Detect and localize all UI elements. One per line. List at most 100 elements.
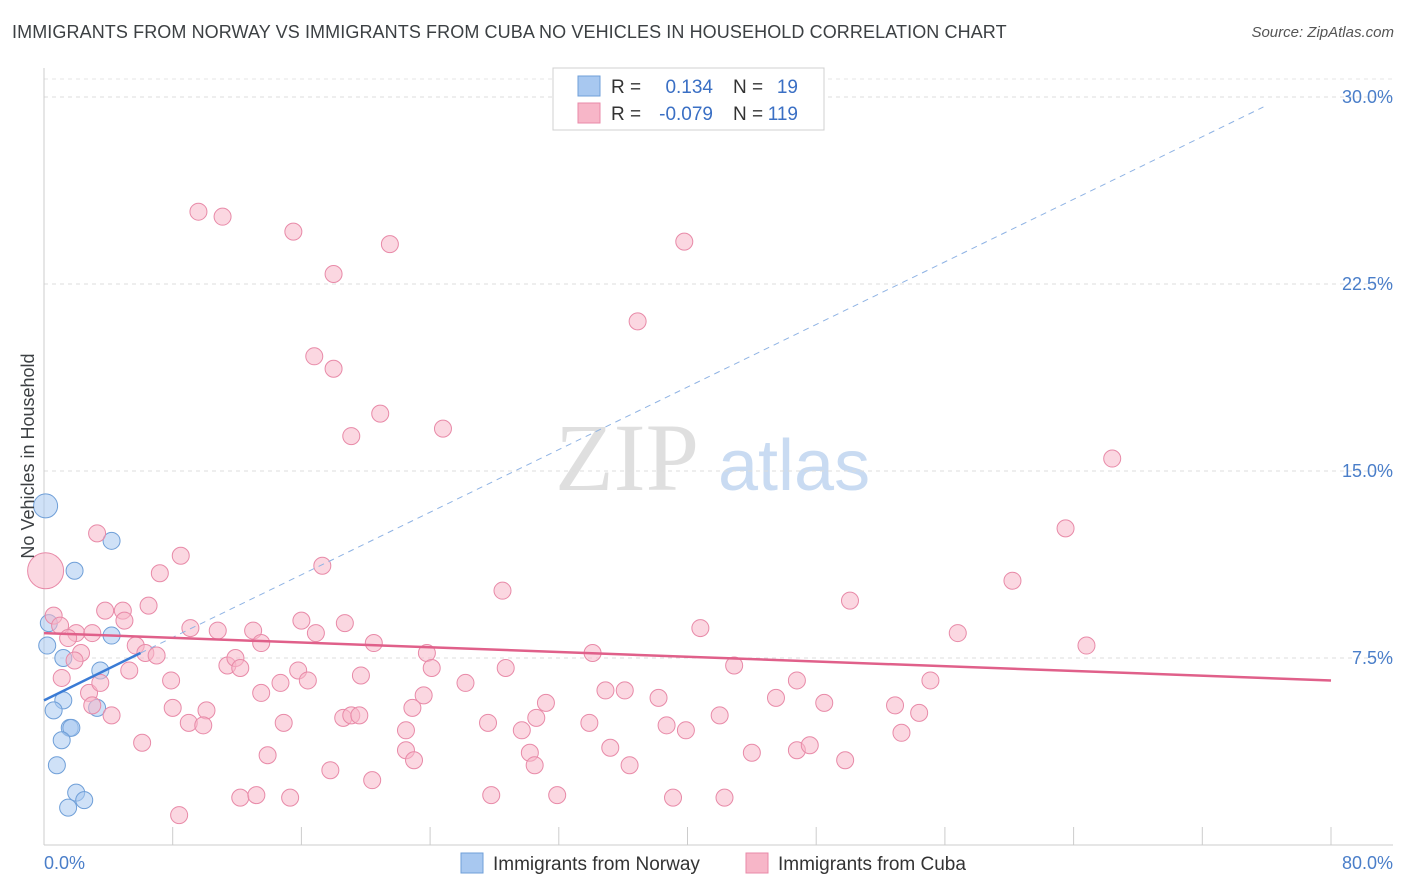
chart-title: IMMIGRANTS FROM NORWAY VS IMMIGRANTS FRO… — [12, 22, 1007, 42]
point-s1-118 — [170, 806, 189, 825]
point-s1-94 — [910, 703, 929, 722]
bottom-legend-swatch-cuba — [745, 852, 769, 874]
point-s1-86 — [512, 721, 531, 740]
legend-n-label-cuba: N = — [733, 104, 763, 125]
point-s1-76 — [163, 698, 182, 717]
point-s1-74 — [83, 696, 102, 715]
point-s1-99 — [405, 751, 424, 770]
point-s1-47 — [948, 624, 967, 643]
point-s1-5 — [675, 232, 694, 251]
grid-lines — [44, 78, 1393, 659]
point-s1-11 — [433, 419, 452, 438]
point-s1-91 — [676, 721, 695, 740]
point-s0-9 — [44, 701, 63, 720]
point-s1-78 — [197, 701, 216, 720]
point-s1-53 — [162, 671, 181, 690]
source-label: Source: ZipAtlas.com — [1251, 24, 1394, 41]
point-s0-14 — [47, 756, 66, 775]
point-s1-67 — [615, 681, 634, 700]
point-s1-71 — [787, 671, 806, 690]
point-s1-103 — [620, 756, 639, 775]
point-s1-6 — [324, 265, 343, 284]
point-s1-110 — [363, 771, 382, 790]
point-s1-106 — [800, 736, 819, 755]
point-s1-2 — [213, 207, 232, 226]
watermark-atlas: atlas — [718, 426, 870, 506]
point-s1-112 — [247, 786, 266, 805]
point-s1-65 — [496, 658, 515, 677]
point-s1-107 — [836, 751, 855, 770]
point-s1-83 — [396, 721, 415, 740]
point-s1-39 — [181, 619, 200, 638]
point-s1-18 — [1056, 519, 1075, 538]
trend-lines — [43, 106, 1332, 702]
point-s1-92 — [710, 706, 729, 725]
point-s1-62 — [414, 686, 433, 705]
point-s1-113 — [281, 788, 300, 807]
point-s1-27 — [335, 614, 354, 633]
bottom-legend-label-norway: Immigrants from Norway — [493, 854, 700, 875]
legend-r-label-norway: R = — [611, 77, 641, 98]
point-s1-48 — [1077, 636, 1096, 655]
point-s1-93 — [886, 696, 905, 715]
trend-line-s0 — [43, 651, 142, 702]
trend-line-s1 — [43, 631, 1332, 682]
point-s1-10 — [371, 404, 390, 423]
legend-swatch-norway — [577, 75, 601, 97]
point-s1-64 — [456, 673, 475, 692]
point-s1-32 — [83, 624, 102, 643]
point-s1-68 — [649, 688, 668, 707]
trend-extension-s0 — [140, 106, 1264, 654]
point-s1-84 — [403, 698, 422, 717]
point-s0-1 — [65, 561, 84, 580]
point-s1-43 — [306, 624, 325, 643]
point-s1-109 — [321, 761, 340, 780]
bottom-legend: Immigrants from Norway Immigrants from C… — [460, 852, 966, 875]
point-s0-16 — [75, 791, 94, 810]
point-s1-88 — [536, 693, 555, 712]
point-s1-89 — [580, 713, 599, 732]
point-s1-108 — [892, 723, 911, 742]
point-s0-4 — [38, 636, 57, 655]
point-s1-85 — [479, 713, 498, 732]
x-tick-label-1: 80.0% — [1342, 853, 1393, 873]
legend-r-label-cuba: R = — [611, 104, 641, 125]
point-s1-20 — [493, 581, 512, 600]
watermark-zip: ZIP — [555, 404, 699, 511]
point-s1-49 — [52, 668, 71, 687]
point-s1-104 — [742, 743, 761, 762]
legend-r-value-cuba: -0.079 — [659, 104, 713, 125]
y-axis-label: No Vehicles in Household — [18, 353, 38, 558]
data-points — [27, 202, 1122, 825]
point-s1-44 — [364, 634, 383, 653]
legend-n-label-norway: N = — [733, 77, 763, 98]
legend-swatch-cuba — [577, 102, 601, 124]
point-s1-73 — [921, 671, 940, 690]
y-tick-label-1: 15.0% — [1342, 461, 1393, 481]
point-s1-95 — [133, 733, 152, 752]
point-s1-115 — [548, 786, 567, 805]
point-s1-26 — [292, 611, 311, 630]
point-s1-66 — [596, 681, 615, 700]
x-tick-label-0: 0.0% — [44, 853, 85, 873]
point-s1-60 — [298, 671, 317, 690]
point-s1-38 — [147, 646, 166, 665]
point-s0-11 — [62, 718, 81, 737]
bottom-legend-swatch-norway — [460, 852, 484, 874]
point-s1-9 — [324, 359, 343, 378]
axes — [43, 68, 1393, 846]
point-s1-51 — [91, 673, 110, 692]
y-tick-label-2: 22.5% — [1342, 274, 1393, 294]
point-s1-96 — [194, 716, 213, 735]
point-s1-61 — [351, 666, 370, 685]
point-s0-17 — [59, 798, 78, 817]
point-s1-87 — [527, 708, 546, 727]
point-s1-15 — [171, 546, 190, 565]
point-s1-79 — [274, 713, 293, 732]
point-s1-116 — [664, 788, 683, 807]
point-s1-16 — [313, 556, 332, 575]
point-s1-17 — [150, 564, 169, 583]
point-s1-4 — [380, 235, 399, 254]
point-s1-40 — [208, 621, 227, 640]
